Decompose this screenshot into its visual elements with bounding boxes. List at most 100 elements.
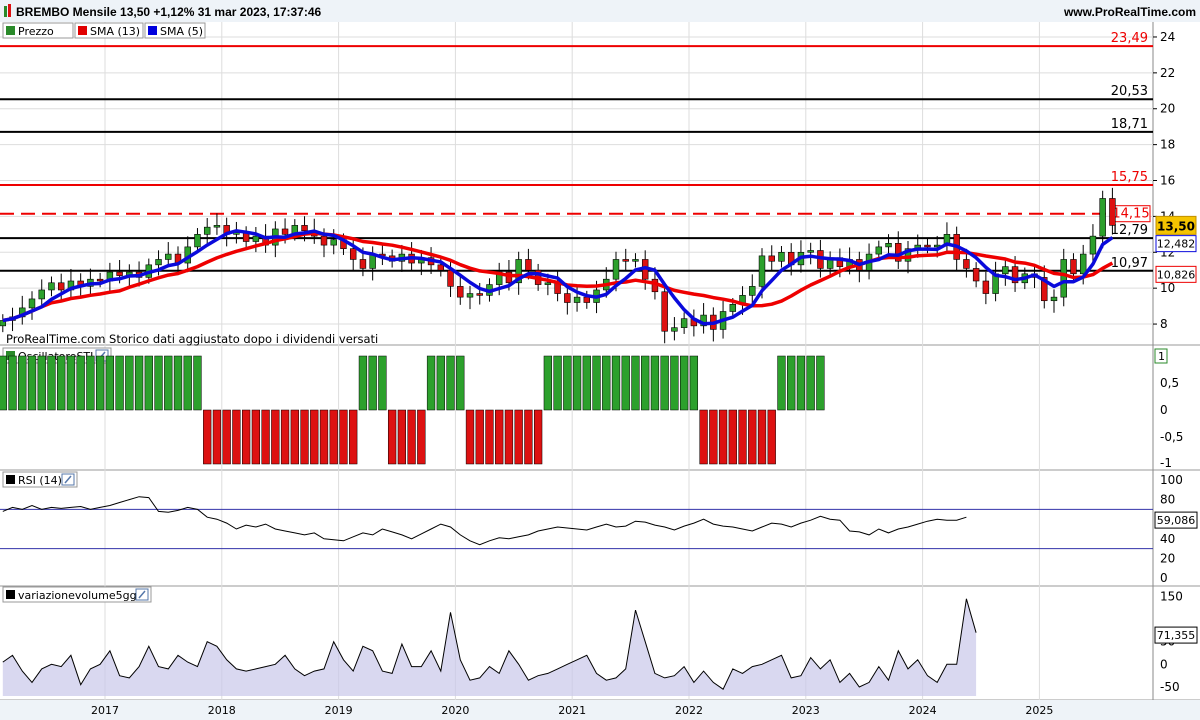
candle-body	[213, 225, 221, 228]
ticker-icon	[4, 4, 11, 17]
candle	[622, 248, 629, 271]
oscillator-bar	[27, 355, 37, 411]
oscillator-bar	[602, 355, 611, 411]
sma13-line	[2, 231, 1114, 323]
sma13-value-box	[1155, 265, 1197, 283]
candle-body	[349, 248, 357, 260]
volume-panel	[2, 598, 977, 696]
oscillator-bar	[387, 409, 397, 465]
oscillator-bar	[757, 409, 767, 465]
oscillator-bar	[18, 355, 27, 411]
oscillator-bar	[154, 355, 163, 411]
candle-body	[564, 293, 571, 303]
candle-body	[612, 259, 620, 280]
wrench-icon[interactable]	[61, 473, 75, 486]
candle-body	[1050, 296, 1058, 302]
volume-legend: variazionevolume5gg	[2, 586, 152, 603]
oscillator-bar	[631, 355, 640, 411]
candle-body	[301, 225, 308, 232]
oscillator-bar	[660, 355, 669, 411]
candle	[203, 218, 211, 245]
oscillator-bar	[251, 409, 261, 465]
candle-body	[194, 234, 201, 248]
candle-body	[437, 264, 445, 271]
oscillator-bar	[504, 409, 514, 465]
candle-body	[875, 246, 883, 255]
oscillator-bar	[164, 355, 173, 411]
candle	[671, 317, 678, 341]
candle	[369, 246, 376, 281]
candle-body	[924, 244, 931, 248]
oscillator-bar	[290, 409, 299, 465]
candle	[1002, 258, 1009, 286]
candle	[1099, 190, 1106, 249]
ticker-line: BREMBO Mensile 13,50 +1,12% 31 mar 2023,…	[16, 5, 322, 19]
candle-body	[203, 226, 211, 235]
oscillator-bar	[748, 409, 757, 465]
candle	[982, 271, 990, 305]
oscillator-bar	[436, 355, 445, 411]
candle	[972, 262, 980, 288]
candle-body	[661, 291, 668, 332]
site-link[interactable]: www.ProRealTime.com	[1063, 5, 1196, 19]
rsi-tick-label: 0	[1160, 571, 1168, 585]
candle	[106, 262, 114, 292]
candle-body	[904, 248, 912, 262]
volume-tick-label: -50	[1160, 680, 1180, 694]
oscillator-bar	[358, 355, 368, 411]
legend-swatch	[6, 26, 15, 35]
sma5-line	[2, 229, 1114, 326]
candle-body	[1089, 235, 1097, 255]
volume-title: variazionevolume5gg	[18, 589, 137, 602]
oscillator-bar	[397, 409, 407, 465]
oscillator-bar	[66, 355, 76, 411]
candle-body	[252, 235, 260, 242]
candle-body	[281, 228, 289, 235]
footnote: ProRealTime.com Storico dati aggiustato …	[6, 332, 378, 346]
candle	[690, 309, 698, 337]
oscillator-axis: 1 0,5 0 -0,5 -1	[1154, 348, 1183, 470]
oscillator-bar	[543, 355, 553, 411]
oscillator-bar	[0, 355, 7, 411]
legend-swatch	[78, 26, 87, 35]
oscillator-bar	[193, 355, 202, 411]
sma5-value-box	[1155, 235, 1197, 253]
volume-value-box	[1154, 626, 1198, 644]
oscillator-bar	[86, 355, 95, 411]
legend-item-box	[2, 22, 74, 39]
oscillator-bar	[738, 409, 747, 465]
oscillator-bar	[533, 409, 543, 465]
price-tick-label: 24	[1160, 30, 1175, 44]
legend-label: Prezzo	[18, 25, 54, 38]
candle	[749, 274, 756, 304]
candle-body	[57, 282, 65, 291]
oscillator-bar	[446, 355, 455, 411]
candle	[1041, 265, 1048, 309]
oscillator-bar	[495, 409, 504, 465]
candle	[1109, 187, 1116, 235]
last-price-label: 13,50	[1157, 219, 1195, 233]
candle-body	[505, 271, 513, 284]
year-label: 2020	[441, 704, 469, 717]
candle	[67, 268, 75, 298]
oscillator-bar	[456, 355, 465, 411]
candle	[194, 228, 201, 254]
oscillator-bar	[689, 355, 699, 411]
oscillator-bar	[115, 355, 124, 411]
oscillator-bar	[300, 409, 309, 465]
oscillator-bar	[767, 409, 776, 465]
candle	[895, 231, 902, 269]
candle	[184, 236, 191, 273]
oscillator-bar	[679, 355, 689, 411]
last-price-box	[1155, 215, 1197, 235]
wrench-icon[interactable]	[135, 588, 149, 601]
volume-value: 71,355	[1157, 629, 1196, 642]
oscillator-bar	[475, 409, 484, 465]
level-label: 18,71	[1111, 117, 1148, 132]
candle	[38, 279, 45, 309]
candle-body	[28, 298, 36, 309]
rsi-value: 59,086	[1157, 514, 1196, 527]
legend-item-box	[74, 22, 144, 39]
rsi-legend: RSI (14)	[2, 471, 78, 488]
